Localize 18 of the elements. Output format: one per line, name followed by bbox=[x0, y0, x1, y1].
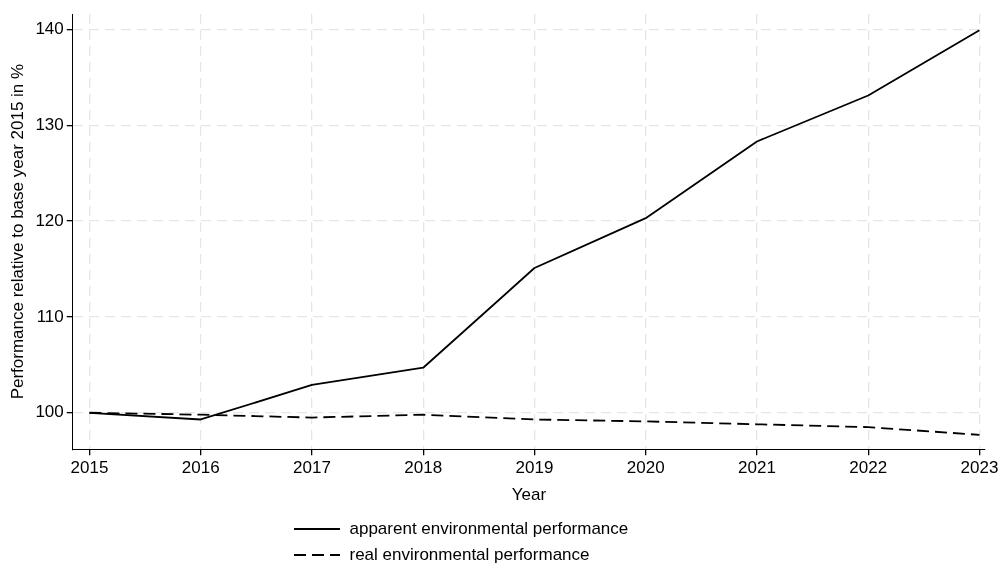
x-tick-label: 2018 bbox=[404, 458, 443, 478]
y-tick-label: 130 bbox=[35, 114, 64, 134]
x-tick-label: 2017 bbox=[293, 458, 331, 478]
x-tick-label: 2023 bbox=[960, 458, 999, 478]
y-tick-label: 120 bbox=[35, 210, 64, 230]
x-tick-label: 2020 bbox=[626, 458, 665, 478]
legend-label: apparent environmental performance bbox=[349, 519, 629, 539]
x-tick-label: 2022 bbox=[849, 458, 888, 478]
y-axis-title: Performance relative to base year 2015 in % bbox=[7, 63, 27, 400]
x-tick-label: 2015 bbox=[70, 458, 109, 478]
x-tick-label: 2016 bbox=[181, 458, 220, 478]
y-tick-label: 110 bbox=[36, 306, 64, 326]
x-tick-label: 2021 bbox=[738, 458, 776, 478]
x-axis-title: Year bbox=[511, 485, 547, 505]
legend-label: real environmental performance bbox=[349, 545, 590, 565]
y-tick-label: 140 bbox=[35, 19, 64, 39]
y-tick-label: 100 bbox=[35, 402, 64, 422]
x-tick-label: 2019 bbox=[515, 458, 554, 478]
